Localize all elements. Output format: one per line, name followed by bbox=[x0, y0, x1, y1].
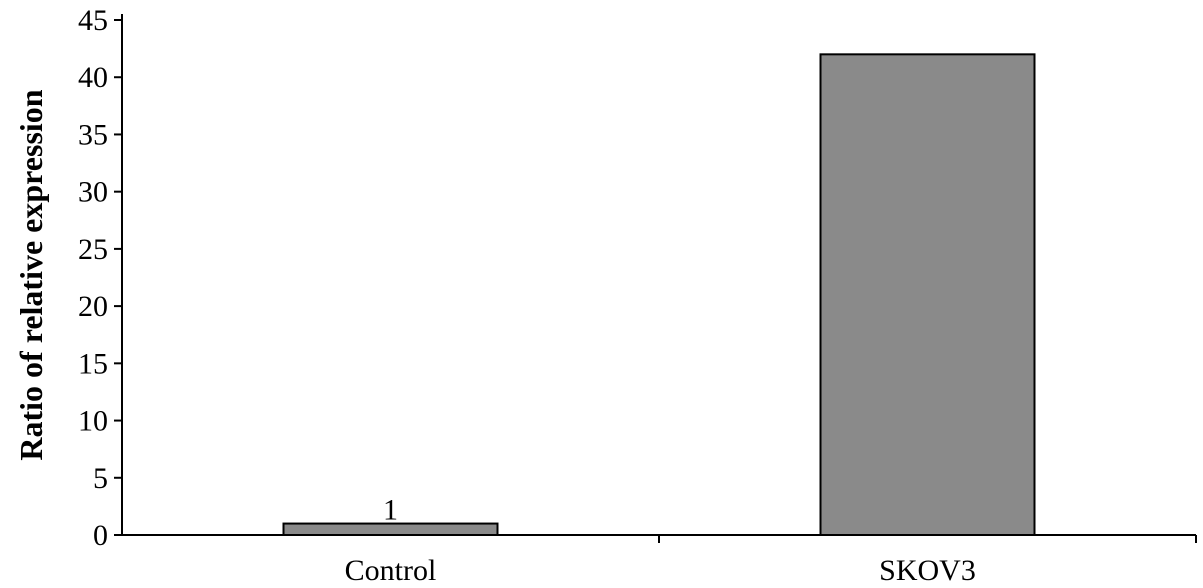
bar-skov3 bbox=[819, 53, 1036, 536]
y-tick-label: 30 bbox=[78, 176, 108, 209]
bars: 1 bbox=[282, 53, 1036, 536]
y-ticks: 0 5 10 15 20 25 30 35 40 45 bbox=[78, 4, 122, 552]
bar-data-label: 1 bbox=[383, 494, 398, 527]
x-category-label: Control bbox=[345, 554, 437, 587]
y-tick-label: 5 bbox=[93, 462, 108, 495]
y-tick-label: 10 bbox=[78, 405, 108, 438]
y-tick-label: 25 bbox=[78, 233, 108, 266]
bar-control bbox=[282, 522, 499, 536]
y-tick-label: 0 bbox=[93, 519, 108, 552]
y-tick-label: 40 bbox=[78, 61, 108, 94]
y-tick-label: 20 bbox=[78, 290, 108, 323]
x-ticks: Control SKOV3 bbox=[345, 535, 1197, 587]
x-category-label: SKOV3 bbox=[879, 554, 976, 587]
y-tick-label: 15 bbox=[78, 347, 108, 380]
y-axis-title: Ratio of relative expression bbox=[13, 89, 49, 460]
y-tick-label: 35 bbox=[78, 118, 108, 151]
y-tick-label: 45 bbox=[78, 4, 108, 37]
